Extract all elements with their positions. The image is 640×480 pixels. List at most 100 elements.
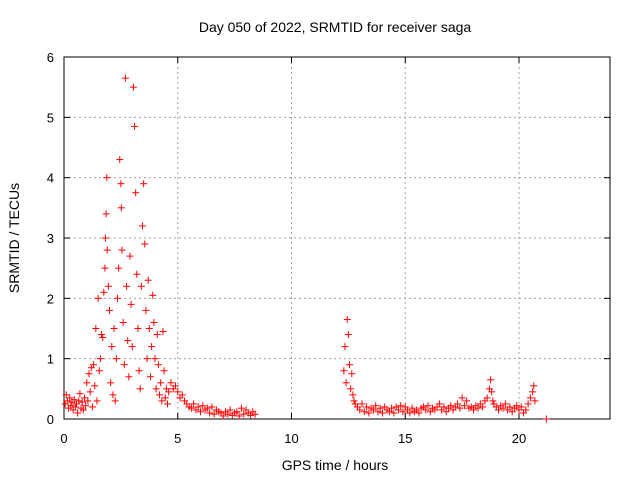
data-point	[369, 406, 377, 414]
data-point	[92, 325, 100, 332]
data-point	[347, 385, 355, 393]
data-point	[138, 222, 146, 230]
data-point	[487, 376, 495, 384]
data-point	[226, 406, 234, 414]
data-point	[145, 325, 153, 332]
data-point	[394, 406, 402, 414]
data-point	[372, 402, 380, 410]
data-point	[178, 391, 186, 399]
data-point	[121, 74, 129, 82]
data-point	[348, 370, 356, 378]
data-point	[151, 355, 159, 363]
data-point	[157, 379, 165, 387]
data-point	[488, 388, 496, 396]
data-point	[224, 410, 232, 418]
data-point	[135, 367, 143, 375]
data-point	[479, 403, 487, 411]
data-point	[91, 382, 99, 390]
data-point	[342, 379, 350, 387]
data-point	[399, 408, 407, 416]
data-point	[349, 391, 357, 399]
data-point	[117, 204, 125, 212]
data-point	[100, 288, 108, 296]
data-point	[235, 412, 243, 420]
data-point	[90, 361, 98, 369]
x-tick-label: 20	[512, 431, 526, 446]
data-point	[76, 390, 84, 398]
data-point	[208, 403, 216, 411]
data-point	[156, 391, 164, 399]
data-point	[341, 343, 349, 351]
data-point	[160, 367, 168, 375]
data-point	[124, 337, 132, 345]
data-point	[98, 331, 106, 339]
data-point	[118, 246, 126, 254]
data-point	[501, 400, 509, 408]
data-point	[70, 396, 78, 404]
data-point	[190, 400, 198, 408]
data-point	[343, 315, 351, 323]
data-point	[251, 410, 259, 418]
data-point	[187, 404, 195, 412]
x-tick-label: 10	[284, 431, 298, 446]
x-tick-label: 15	[398, 431, 412, 446]
data-point	[152, 385, 160, 393]
data-point	[141, 240, 149, 248]
data-point	[529, 388, 537, 396]
x-tick-label: 0	[60, 431, 67, 446]
data-point	[374, 408, 382, 416]
data-point	[88, 403, 96, 411]
data-point	[408, 404, 416, 412]
data-point	[120, 361, 128, 369]
data-point	[474, 404, 482, 412]
data-point	[108, 343, 116, 351]
data-point	[194, 403, 202, 411]
data-point	[447, 402, 455, 410]
data-point	[203, 404, 211, 412]
data-point	[94, 294, 102, 302]
x-axis-title: GPS time / hours	[282, 457, 389, 473]
data-point	[247, 411, 255, 419]
data-point	[111, 397, 119, 405]
data-point	[115, 264, 123, 272]
grid	[64, 57, 610, 419]
y-tick-labels: 0 1 2 3 4 5 6	[47, 50, 54, 427]
data-point	[137, 282, 145, 290]
data-point	[174, 388, 182, 396]
data-point	[456, 404, 464, 412]
data-point	[103, 246, 111, 254]
data-point	[542, 415, 550, 423]
data-point	[62, 391, 70, 399]
data-point	[440, 403, 448, 411]
data-point	[110, 325, 118, 332]
data-point	[522, 406, 530, 414]
data-point	[240, 410, 248, 418]
data-point	[206, 409, 214, 417]
data-point	[134, 325, 142, 332]
data-point	[133, 270, 141, 278]
data-point	[531, 397, 539, 405]
data-point	[129, 83, 137, 91]
data-point	[83, 379, 91, 387]
data-point	[385, 408, 393, 416]
x-tick-labels: 0 5 10 15 20	[60, 431, 526, 446]
plot-frame	[63, 56, 611, 420]
data-point	[136, 385, 144, 393]
data-point	[483, 394, 491, 402]
data-point	[79, 406, 87, 414]
data-point	[524, 400, 532, 408]
data-point	[102, 210, 110, 218]
data-point	[165, 388, 173, 396]
data-point	[506, 403, 514, 411]
data-point	[470, 406, 477, 414]
data-point	[415, 409, 423, 417]
data-point	[101, 234, 109, 242]
data-point	[161, 394, 169, 402]
data-point	[119, 318, 127, 326]
data-points	[61, 74, 550, 423]
data-point	[132, 189, 140, 197]
data-point	[164, 400, 172, 408]
data-point	[78, 398, 86, 406]
data-point	[80, 394, 88, 402]
